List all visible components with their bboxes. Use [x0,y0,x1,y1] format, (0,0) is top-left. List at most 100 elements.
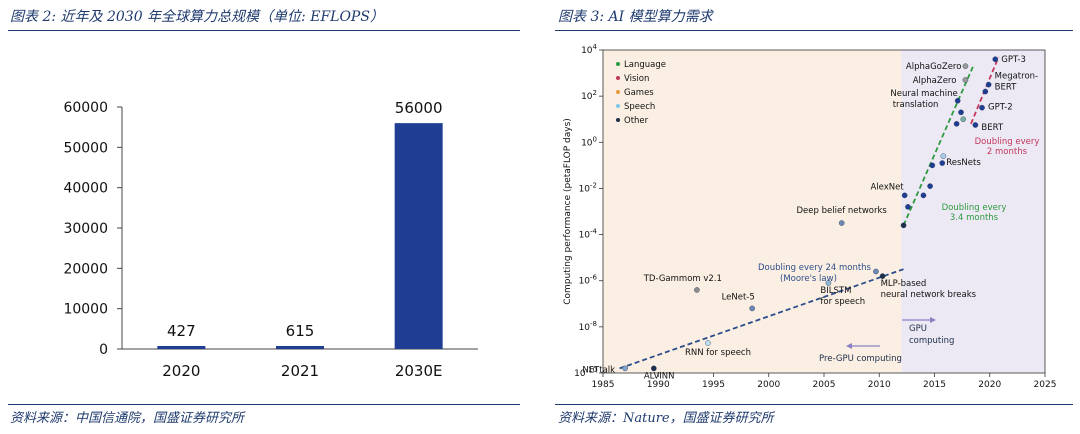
y-tick-label: 40000 [63,181,108,197]
y-tick-label: 100 [581,135,597,148]
point-label-resnets: ResNets [946,158,981,168]
point-25 [982,88,989,95]
annotation-3-4-months: 3.4 months [950,213,999,223]
point-14 [929,162,936,169]
point-label-megatron-bert: BERT [995,83,1017,93]
point-label-neural-machine-translation: Neural machine [890,89,957,99]
region-pre-gpu-computing [603,50,902,373]
y-tick-label: 102 [581,89,597,102]
right-source-note: 资料来源：Nature，国盛证券研究所 [558,411,774,426]
point-gpt-2 [979,104,985,111]
y-axis-title: Computing performance (petaFLOP days) [563,118,573,305]
x-tick-label-2010: 2010 [868,380,891,390]
right-title-rule [555,30,1073,31]
x-tick-label-2005: 2005 [813,380,836,390]
x-tick-label-1990: 1990 [647,380,670,390]
point-label-neural-machine-translation: translation [893,100,939,110]
point-bert [972,122,979,128]
y-tick-label: 0 [99,342,108,358]
left-title-rule [8,30,520,31]
legend-label-language: Language [624,60,666,70]
point-17 [953,121,960,127]
y-tick-label: 10000 [63,302,108,318]
point-td-gammom-v2-1 [694,287,700,293]
x-tick-label-2025: 2025 [1034,380,1057,390]
right-chart-title: 图表 3: AI 模型算力需求 [558,9,713,25]
pre-gpu-arrowhead [846,343,852,349]
point-16 [940,153,947,159]
point-label-gpt-3: GPT-3 [1001,55,1026,65]
bar-2021 [276,346,324,349]
point-label-alphazero: AlphaZero [913,76,957,86]
x-tick-label-2021: 2021 [281,362,319,380]
ai-compute-chart: 10-10 10-8 10-6 10-4 10-2 100 102 104 Computing … [563,43,1057,390]
point-label-bert: BERT [981,123,1003,133]
point-alphazero [962,77,969,83]
annotation-computing: computing [909,336,954,346]
point-label-lenet-5: LeNet-5 [722,292,755,302]
point-label-megatron-bert: Megatron- [995,72,1038,82]
point-megatron-bert [985,81,992,88]
region-gpu-computing [901,50,1045,373]
annotation-doubling-every: Doubling every [942,203,1007,213]
point-label-deep-belief-networks: Deep belief networks [797,206,888,216]
x-tick-label-2020: 2020 [978,380,1001,390]
annotation-doubling-every: Doubling every [975,137,1040,147]
point-9 [900,222,907,229]
point-label-alexnet: AlexNet [870,182,904,192]
legend-marker-games [616,90,620,94]
y-tick-label: 50000 [63,140,108,156]
legend-label-vision: Vision [624,74,649,84]
point-7 [873,268,879,275]
annotation-gpu: GPU [909,324,927,334]
point-label-gpt-2: GPT-2 [988,103,1013,113]
point-mlp-based-neural-network-breaks [879,273,886,279]
annotation-pre-gpu-computing: Pre-GPU computing [819,354,902,364]
point-alexnet [901,192,908,199]
data-label-2020: 427 [167,322,196,340]
point-lenet-5 [749,305,755,312]
trend-doubling-every-24-months-moore-s-law [619,268,904,370]
point-label-td-gammom-v2-1: TD-Gammom v2.1 [643,274,722,284]
annotation-2-months: 2 months [987,147,1028,157]
left-source-note: 资料来源：中国信通院，国盛证券研究所 [10,411,245,426]
legend-marker-other [616,118,620,122]
bar-2030e [394,123,443,349]
point-label-alvinn: ALVINN [644,371,675,381]
legend-label-other: Other [624,116,649,126]
legend-label-speech: Speech [624,102,655,112]
annotation-doubling-every-24-months: Doubling every 24 months [758,263,872,273]
point-bilstm-for-speech [825,280,832,286]
data-label-2030e: 56000 [395,99,443,117]
point-alphagozero [962,63,969,69]
x-tick-label-2015: 2015 [923,380,946,390]
point-neural-machine-translation [954,97,961,104]
legend-marker-vision [616,76,620,80]
data-label-2021: 615 [286,322,315,340]
point-label-nettalk: NETtalk [582,365,615,375]
point-resnets [939,160,946,166]
annotation-moore-s-law: (Moore's law) [780,274,837,284]
right-source-rule [555,404,1073,405]
y-tick-label: 10-2 [579,181,597,194]
point-rnn-for-speech [705,340,711,346]
x-tick-label-1985: 1985 [592,380,615,390]
left-source-rule [8,404,520,405]
point-label-mlp-based-neural-network-breaks: MLP-based [881,279,927,289]
legend-marker-language [616,62,620,66]
bar-2020 [157,346,206,349]
x-tick-label-2030e: 2030E [395,362,443,380]
point-alvinn [651,365,657,372]
point-20 [960,116,967,123]
point-label-mlp-based-neural-network-breaks: neural network breaks [881,290,977,300]
y-tick-label: 104 [581,43,597,56]
legend-marker-speech [616,104,620,108]
trend-doubling-every-3-4-months [902,65,974,226]
x-tick-label-1995: 1995 [702,380,725,390]
gpu-arrowhead [930,317,936,323]
point-deep-belief-networks [838,220,845,226]
point-nettalk [622,365,628,372]
y-tick-label: 30000 [63,221,108,237]
y-tick-label: 20000 [63,261,108,277]
point-label-bilstm-for-speech: BILSTM [820,286,851,296]
